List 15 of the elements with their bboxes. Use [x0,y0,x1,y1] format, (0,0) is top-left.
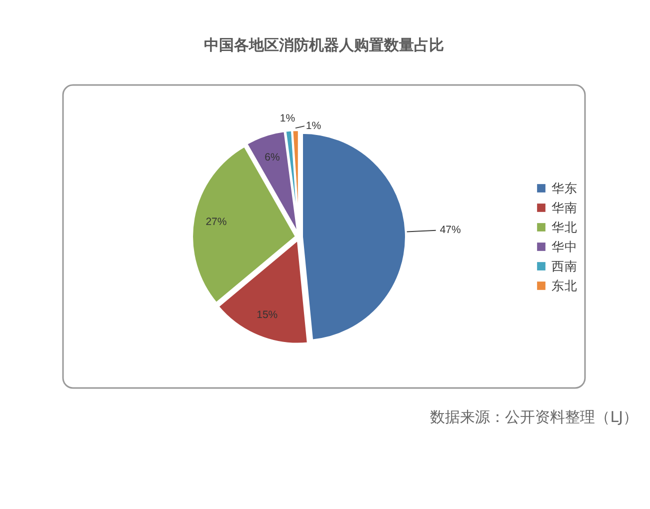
data-label: 27% [206,216,227,228]
data-label: 6% [264,151,280,164]
chart-title: 中国各地区消防机器人购置数量占比 [203,35,445,55]
pie-slice [217,238,309,345]
legend-label: 华北 [552,219,578,234]
legend-label: 华南 [552,200,578,215]
data-label: 1% [280,112,296,125]
source-note: 数据来源：公开资料整理（LJ） [430,407,638,427]
legend-label: 华中 [552,238,578,254]
legend-label: 西南 [552,258,578,274]
data-label: 15% [256,308,278,321]
legend-label: 华东 [552,180,578,196]
legend-label: 东北 [552,278,578,293]
data-label: 1% [306,120,322,132]
data-label: 47% [440,224,461,236]
